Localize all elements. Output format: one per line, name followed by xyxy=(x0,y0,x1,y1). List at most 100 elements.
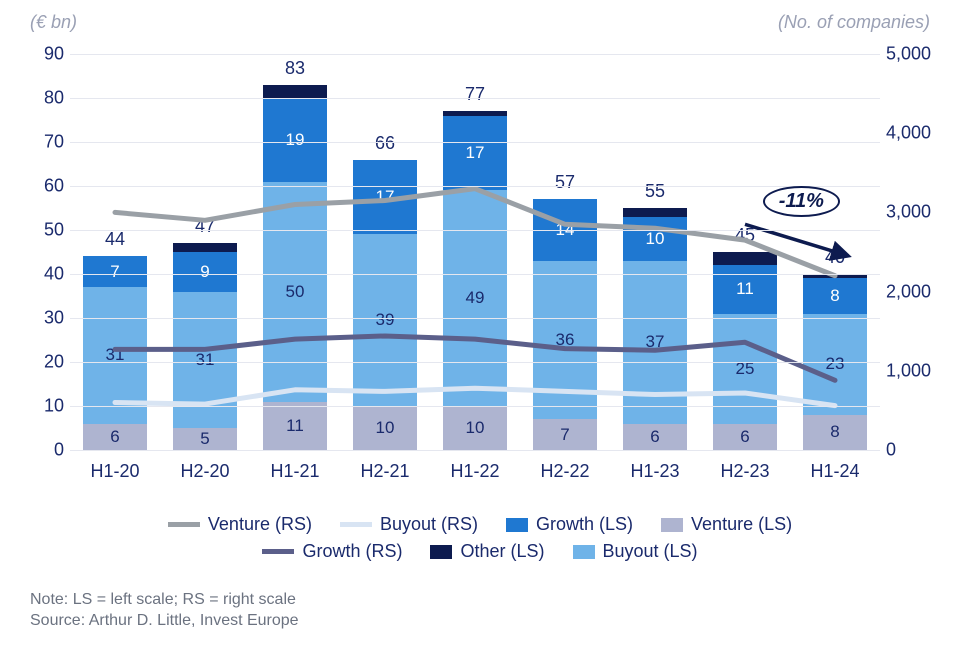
bar-segment-label: 7 xyxy=(533,425,598,445)
legend-row: Venture (RS) Buyout (RS) Growth (LS) Ventur… xyxy=(168,514,792,535)
bar-segment-buyout-ls: 50 xyxy=(263,182,328,402)
bar-segment-label: 9 xyxy=(173,262,238,282)
bar-segment-label: 23 xyxy=(803,354,868,374)
bar-slot: 66103917 xyxy=(340,54,430,450)
legend-swatch-box xyxy=(506,518,528,532)
bar-total-label: 45 xyxy=(700,225,790,246)
bar-segment-other-ls xyxy=(263,85,328,98)
legend-label: Growth (LS) xyxy=(536,514,633,535)
bar-segment-venture-ls: 11 xyxy=(263,402,328,450)
bar-stack: 73614 xyxy=(533,199,598,450)
x-axis-label: H1-22 xyxy=(430,461,520,482)
bar-segment-label: 8 xyxy=(803,286,868,306)
legend: Venture (RS) Buyout (RS) Growth (LS) Ventur… xyxy=(0,514,960,562)
bar-stack: 10 49 17 xyxy=(443,111,508,450)
y-tick-left: 90 xyxy=(28,44,64,65)
legend-label: Buyout (LS) xyxy=(603,541,698,562)
x-axis-labels: H1-20H2-20H1-21H2-21H1-22H2-22H1-23H2-23… xyxy=(70,461,880,482)
bar-total-label: 47 xyxy=(160,216,250,237)
bar-segment-buyout-ls: 37 xyxy=(623,261,688,424)
x-axis-label: H2-23 xyxy=(700,461,790,482)
bar-segment-buyout-ls: 25 xyxy=(713,314,778,424)
bar-slot: 55 6 37 10 xyxy=(610,54,700,450)
bar-segment-venture-ls: 6 xyxy=(83,424,148,450)
y-tick-left: 60 xyxy=(28,176,64,197)
legend-item-growth-rs: Growth (RS) xyxy=(262,541,402,562)
bar-segment-label: 6 xyxy=(83,427,148,447)
x-axis-label: H1-24 xyxy=(790,461,880,482)
bars-layer: 4463174753198311501966103917771049175773… xyxy=(70,54,880,450)
bar-segment-buyout-ls: 49 xyxy=(443,190,508,406)
left-axis-title: (€ bn) xyxy=(30,12,77,33)
bar-stack: 6 37 10 xyxy=(623,208,688,450)
y-tick-right: 5,000 xyxy=(886,44,938,65)
bar-segment-label: 10 xyxy=(623,229,688,249)
legend-swatch-box xyxy=(430,545,452,559)
bar-segment-label: 37 xyxy=(623,332,688,352)
bar-total-label: 57 xyxy=(520,172,610,193)
legend-swatch-line xyxy=(168,522,200,527)
y-tick-left: 70 xyxy=(28,132,64,153)
bar-segment-other-ls xyxy=(443,111,508,115)
grid-line xyxy=(70,362,880,363)
bar-segment-other-ls xyxy=(623,208,688,217)
grid-line xyxy=(70,318,880,319)
bar-segment-label: 39 xyxy=(353,310,418,330)
bar-segment-venture-ls: 6 xyxy=(713,424,778,450)
bar-total-label: 44 xyxy=(70,229,160,250)
bar-total-label: 77 xyxy=(430,84,520,105)
grid-line xyxy=(70,406,880,407)
legend-item-venture-rs: Venture (RS) xyxy=(168,514,312,535)
plot-area: 4463174753198311501966103917771049175773… xyxy=(70,54,880,450)
grid-line xyxy=(70,142,880,143)
legend-swatch-box xyxy=(573,545,595,559)
legend-label: Buyout (RS) xyxy=(380,514,478,535)
legend-swatch-line xyxy=(340,522,372,527)
legend-item-buyout-ls: Buyout (LS) xyxy=(573,541,698,562)
bar-segment-venture-ls: 6 xyxy=(623,424,688,450)
delta-annotation: -11% xyxy=(763,186,840,217)
bar-total-label: 83 xyxy=(250,58,340,79)
legend-label: Other (LS) xyxy=(460,541,544,562)
footnote-note: Note: LS = left scale; RS = right scale xyxy=(30,589,299,611)
bar-segment-growth-ls: 8 xyxy=(803,278,868,313)
bar-stack: 115019 xyxy=(263,85,328,450)
bar-segment-label: 11 xyxy=(713,279,778,299)
legend-item-venture-ls: Venture (LS) xyxy=(661,514,792,535)
y-tick-right: 4,000 xyxy=(886,123,938,144)
y-tick-left: 80 xyxy=(28,88,64,109)
legend-label: Growth (RS) xyxy=(302,541,402,562)
bar-segment-venture-ls: 10 xyxy=(353,406,418,450)
legend-label: Venture (LS) xyxy=(691,514,792,535)
x-axis-label: H1-20 xyxy=(70,461,160,482)
legend-item-other-ls: Other (LS) xyxy=(430,541,544,562)
bar-segment-label: 17 xyxy=(443,143,508,163)
y-tick-right: 2,000 xyxy=(886,281,938,302)
legend-item-buyout-rs: Buyout (RS) xyxy=(340,514,478,535)
bar-segment-label: 36 xyxy=(533,330,598,350)
bar-total-label: 40 xyxy=(790,247,880,268)
bar-slot: 83 115019 xyxy=(250,54,340,450)
legend-label: Venture (RS) xyxy=(208,514,312,535)
y-tick-right: 3,000 xyxy=(886,202,938,223)
bar-segment-label: 49 xyxy=(443,288,508,308)
grid-line xyxy=(70,54,880,55)
bar-total-label: 55 xyxy=(610,181,700,202)
y-tick-right: 1,000 xyxy=(886,360,938,381)
bar-segment-label: 8 xyxy=(803,422,868,442)
x-axis-label: H2-22 xyxy=(520,461,610,482)
footnote-source: Source: Arthur D. Little, Invest Europe xyxy=(30,610,299,632)
y-tick-left: 40 xyxy=(28,264,64,285)
grid-line xyxy=(70,274,880,275)
x-axis-label: H2-21 xyxy=(340,461,430,482)
bar-stack: 625 11 xyxy=(713,252,778,450)
grid-line xyxy=(70,230,880,231)
y-tick-right: 0 xyxy=(886,440,938,461)
bar-segment-buyout-ls: 23 xyxy=(803,314,868,415)
legend-swatch-line xyxy=(262,549,294,554)
bar-segment-venture-ls: 8 xyxy=(803,415,868,450)
bar-segment-growth-ls: 19 xyxy=(263,98,328,182)
bar-segment-venture-ls: 10 xyxy=(443,406,508,450)
bar-slot: 77 10 49 17 xyxy=(430,54,520,450)
bar-segment-label: 10 xyxy=(353,418,418,438)
